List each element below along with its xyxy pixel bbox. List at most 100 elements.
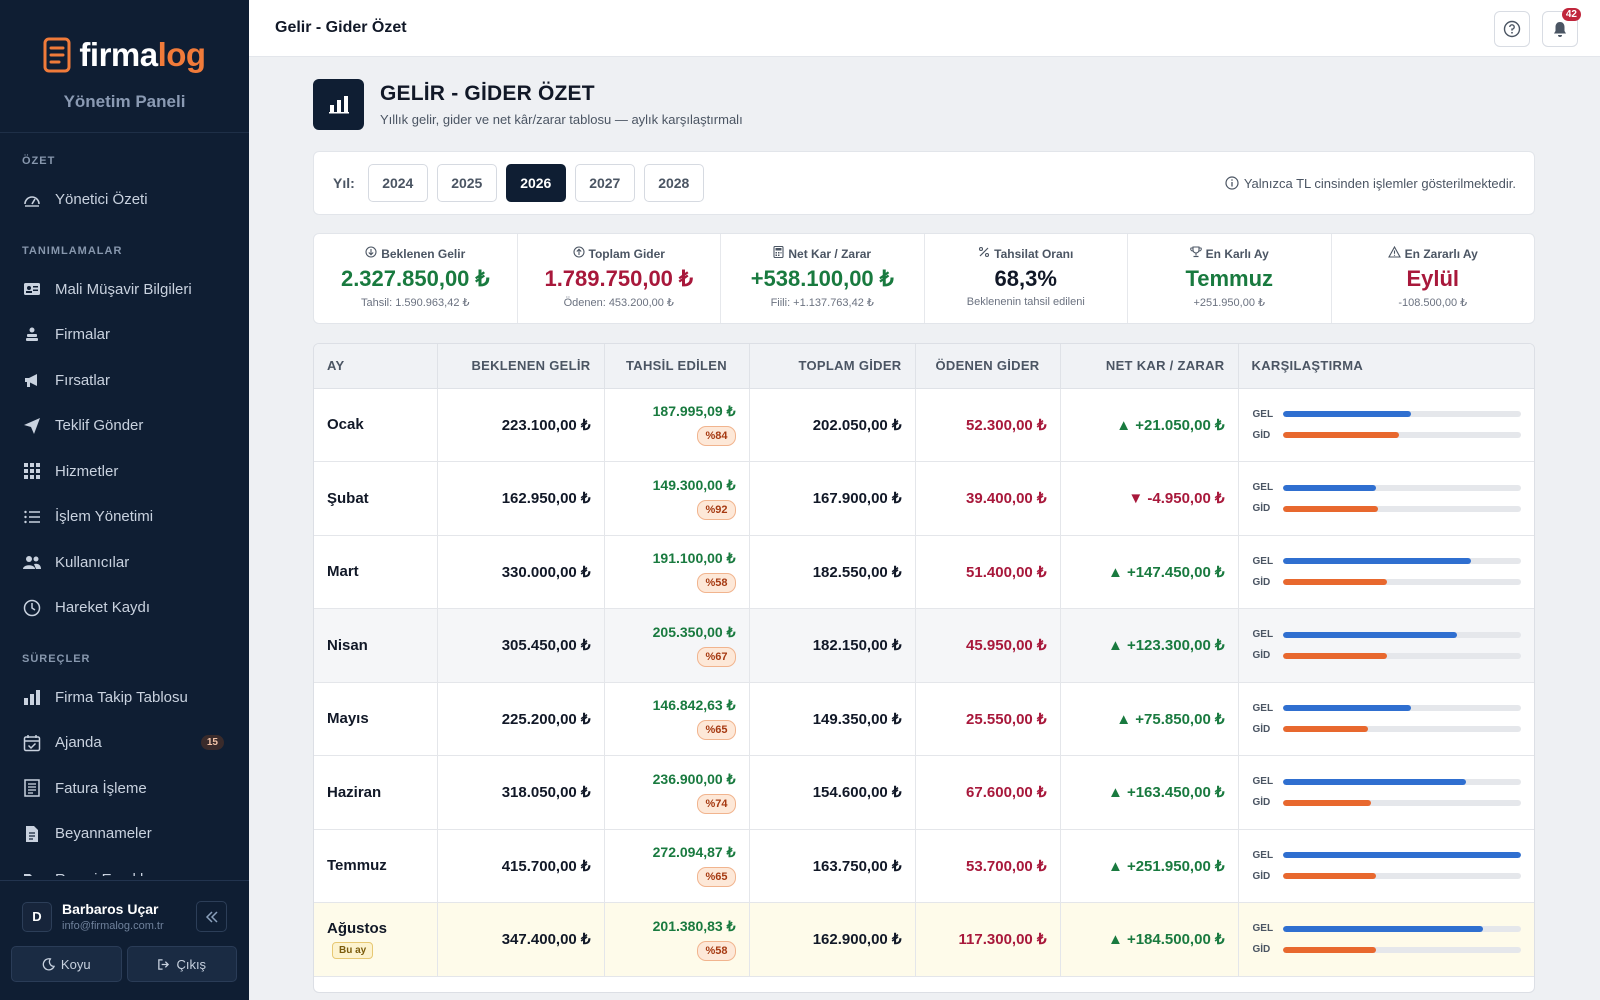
kpi-subtext: Tahsil: 1.590.963,42 ₺ xyxy=(360,297,470,309)
sidebar-item[interactable]: Ajanda 15 xyxy=(0,720,249,766)
total-expense-cell: 149.350,00 ₺ xyxy=(749,682,916,756)
dashboard-icon xyxy=(22,190,42,210)
topbar: Gelir - Gider Özet 42 xyxy=(249,0,1600,57)
kpi-card: Net Kar / Zarar +538.100,00 ₺ Fiili: +1.13… xyxy=(721,234,925,323)
year-option-button[interactable]: 2026 xyxy=(505,164,566,202)
year-option-button[interactable]: 2028 xyxy=(643,164,704,202)
sidebar-item-label: İşlem Yönetimi xyxy=(55,508,154,526)
column-header[interactable]: KARŞILAŞTIRMA xyxy=(1238,344,1534,389)
sidebar-item[interactable]: Kullanıcılar xyxy=(0,540,249,586)
sidebar-item-label: Firmalar xyxy=(55,326,110,344)
logo-document-icon xyxy=(43,37,71,73)
sidebar: firmalog Yönetim Paneli ÖZET Yönetici Öze… xyxy=(0,0,249,1000)
sidebar-item[interactable]: Teklif Gönder xyxy=(0,403,249,449)
column-header[interactable]: TAHSİL EDİLEN xyxy=(604,344,750,389)
collected-value: 201.380,83 ₺ xyxy=(652,917,736,934)
comparison-label: GİD xyxy=(1252,870,1271,882)
collection-percent-badge: %92 xyxy=(697,499,736,520)
table-row[interactable]: Ağustos Bu ay 347.400,00 ₺ 201.380,83 ₺ %58 1… xyxy=(314,902,1534,977)
document-icon xyxy=(22,824,42,844)
collected-value: 236.900,00 ₺ xyxy=(652,770,736,787)
kpi-subtext: Fiili: +1.137.763,42 ₺ xyxy=(770,297,874,309)
collected-cell: 272.094,87 ₺ %65 xyxy=(604,829,750,903)
bar-track xyxy=(1282,705,1521,712)
double-chevron-left-icon xyxy=(205,910,218,923)
page-header: GELİR - GİDER ÖZET Yıllık gelir, gider v… xyxy=(313,78,1535,130)
column-header[interactable]: AY xyxy=(314,344,438,389)
sidebar-item[interactable]: Hizmetler xyxy=(0,449,249,495)
collected-cell: 149.300,00 ₺ %92 xyxy=(604,461,750,536)
sidebar-item[interactable]: Yönetici Özeti xyxy=(0,177,249,223)
comparison-row: GEL xyxy=(1253,845,1521,866)
sidebar-item[interactable]: İşlem Yönetimi xyxy=(0,494,249,540)
id-card-icon xyxy=(22,279,42,299)
sidebar-item-label: Yönetici Özeti xyxy=(55,191,148,209)
kpi-subtext: Ödenen: 453.200,00 ₺ xyxy=(563,297,674,309)
table-row[interactable]: Nisan 305.450,00 ₺ 205.350,00 ₺ %67 182.150,… xyxy=(314,608,1534,683)
kpi-label: En Karlı Ay xyxy=(1128,246,1331,261)
table-row[interactable]: Temmuz 415.700,00 ₺ 272.094,87 ₺ %65 163.750… xyxy=(314,829,1534,903)
expense-bar xyxy=(1282,432,1400,439)
net-profit-cell: ▼ -4.950,00 ₺ xyxy=(1060,461,1239,536)
sidebar-item-label: Fırsatlar xyxy=(55,371,111,389)
table-row[interactable]: Ocak 223.100,00 ₺ 187.995,09 ₺ %84 202.050,0… xyxy=(314,388,1534,462)
year-option-button[interactable]: 2027 xyxy=(574,164,635,202)
table-row[interactable]: Şubat 162.950,00 ₺ 149.300,00 ₺ %92 167.900,… xyxy=(314,461,1534,536)
kpi-label-text: Net Kar / Zarar xyxy=(788,246,872,261)
comparison-label: GİD xyxy=(1252,503,1271,515)
users-icon xyxy=(22,552,42,572)
sidebar-nav: ÖZET Yönetici Özeti TANIMLAMALAR Mali Müşav… xyxy=(0,133,249,876)
comparison-row: GEL xyxy=(1252,624,1521,645)
year-option-button[interactable]: 2024 xyxy=(367,164,428,202)
kpi-value: Eylül xyxy=(1406,266,1460,291)
column-header[interactable]: ÖDENEN GİDER xyxy=(915,344,1061,389)
page-subtitle: Yıllık gelir, gider ve net kâr/zarar tab… xyxy=(380,111,743,127)
table-row[interactable]: Mart 330.000,00 ₺ 191.100,00 ₺ %58 182.550,0… xyxy=(314,535,1534,609)
clock-icon xyxy=(22,598,42,618)
column-header[interactable]: NET KAR / ZARAR xyxy=(1060,344,1239,389)
comparison-row: GİD xyxy=(1253,939,1521,960)
sidebar-item[interactable]: Firma Takip Tablosu xyxy=(0,675,249,721)
nav-section-title: ÖZET xyxy=(22,155,56,167)
net-profit-cell: ▲ +75.850,00 ₺ xyxy=(1060,682,1239,756)
column-header[interactable]: BEKLENEN GELİR xyxy=(437,344,605,389)
sidebar-item[interactable]: Fırsatlar xyxy=(0,358,249,404)
sidebar-item[interactable]: Firmalar xyxy=(0,312,249,358)
help-button[interactable] xyxy=(1494,11,1530,47)
theme-toggle-button[interactable]: Koyu xyxy=(11,946,122,982)
income-bar xyxy=(1282,484,1376,491)
collapse-sidebar-button[interactable] xyxy=(196,901,227,932)
month-cell: Temmuz xyxy=(314,829,438,903)
column-header[interactable]: TOPLAM GİDER xyxy=(749,344,916,389)
app-logo[interactable]: firmalog xyxy=(0,0,249,80)
sidebar-item[interactable]: Hareket Kaydı xyxy=(0,585,249,631)
bar-track xyxy=(1282,484,1521,491)
collected-value: 272.094,87 ₺ xyxy=(652,844,736,861)
kpi-subtext: Beklenenin tahsil edileni xyxy=(966,296,1085,308)
table-row[interactable]: Mayıs 225.200,00 ₺ 146.842,63 ₺ %65 149.350,… xyxy=(314,682,1534,756)
table-body: Ocak 223.100,00 ₺ 187.995,09 ₺ %84 202.050,0… xyxy=(314,388,1534,977)
month-name: Haziran xyxy=(327,783,382,801)
collected-value: 191.100,00 ₺ xyxy=(652,550,736,567)
sidebar-item[interactable]: Beyannameler xyxy=(0,811,249,857)
total-expense-cell: 202.050,00 ₺ xyxy=(749,388,916,462)
sidebar-item[interactable]: Resmi Evraklar xyxy=(0,857,249,876)
collected-value: 146.842,63 ₺ xyxy=(652,697,736,714)
kpi-value: 1.789.750,00 ₺ xyxy=(544,266,694,291)
sidebar-item[interactable]: Fatura İşleme xyxy=(0,766,249,812)
grid-icon xyxy=(22,461,42,481)
comparison-label: GEL xyxy=(1252,629,1274,641)
notifications-button[interactable]: 42 xyxy=(1542,8,1581,47)
year-filter: Yıl: 2024 2025 2026 2027 2028 Yalnızca TL ci… xyxy=(313,151,1535,215)
table-row[interactable]: Haziran 318.050,00 ₺ 236.900,00 ₺ %74 154.60… xyxy=(314,755,1534,830)
year-option-button[interactable]: 2025 xyxy=(436,164,497,202)
warning-icon xyxy=(1387,245,1401,261)
sidebar-item-label: Teklif Gönder xyxy=(55,417,144,435)
bar-track xyxy=(1282,558,1521,565)
paid-expense-cell: 39.400,00 ₺ xyxy=(915,461,1061,536)
sidebar-item-label: Firma Takip Tablosu xyxy=(55,688,188,706)
logout-button[interactable]: Çıkış xyxy=(126,946,237,982)
topbar-title: Gelir - Gider Özet xyxy=(275,19,407,36)
sidebar-item[interactable]: Mali Müşavir Bilgileri xyxy=(0,267,249,313)
panel-title: Yönetim Paneli xyxy=(0,92,249,133)
